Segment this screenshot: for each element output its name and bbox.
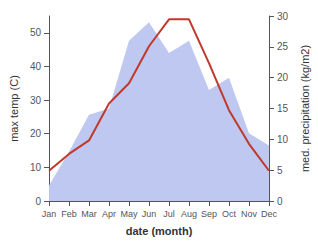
svg-text:Sep: Sep — [201, 209, 217, 219]
svg-text:10: 10 — [30, 162, 42, 173]
svg-text:Jul: Jul — [163, 209, 175, 219]
svg-text:20: 20 — [277, 72, 289, 83]
svg-text:May: May — [120, 209, 138, 219]
svg-text:30: 30 — [277, 11, 289, 22]
svg-text:Mar: Mar — [81, 209, 97, 219]
svg-text:20: 20 — [30, 128, 42, 139]
svg-text:max temp (C): max temp (C) — [8, 75, 20, 142]
svg-text:Jan: Jan — [42, 209, 57, 219]
svg-text:Dec: Dec — [261, 209, 278, 219]
svg-text:Oct: Oct — [222, 209, 237, 219]
svg-text:Apr: Apr — [102, 209, 116, 219]
svg-text:Nov: Nov — [241, 209, 258, 219]
svg-text:5: 5 — [277, 165, 283, 176]
svg-text:med. precipitation (kg/m2): med. precipitation (kg/m2) — [299, 45, 311, 172]
svg-text:25: 25 — [277, 41, 289, 52]
svg-text:30: 30 — [30, 95, 42, 106]
svg-text:Aug: Aug — [181, 209, 197, 219]
svg-text:Jun: Jun — [142, 209, 157, 219]
svg-text:40: 40 — [30, 61, 42, 72]
svg-text:Feb: Feb — [61, 209, 77, 219]
svg-text:date (month): date (month) — [126, 225, 193, 237]
svg-text:50: 50 — [30, 27, 42, 38]
svg-text:0: 0 — [277, 196, 283, 207]
svg-text:15: 15 — [277, 103, 289, 114]
svg-text:0: 0 — [35, 196, 41, 207]
svg-text:10: 10 — [277, 134, 289, 145]
